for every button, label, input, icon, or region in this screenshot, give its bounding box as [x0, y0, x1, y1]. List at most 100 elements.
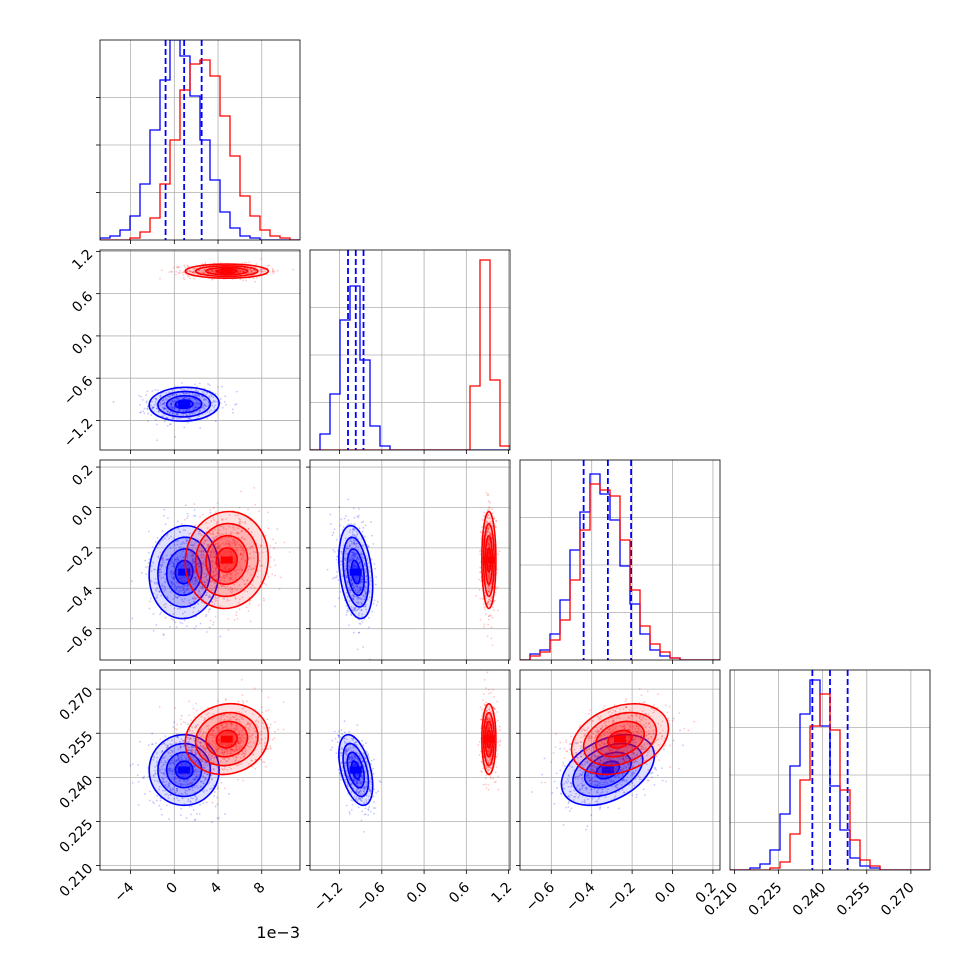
- scatter-point: [224, 395, 227, 398]
- scatter-point: [182, 273, 185, 276]
- scatter-point: [177, 748, 180, 751]
- scatter-point: [177, 736, 180, 739]
- scatter-point: [233, 541, 236, 544]
- scatter-point: [163, 742, 166, 745]
- scatter-point: [194, 411, 196, 414]
- scatter-point: [487, 544, 489, 546]
- scatter-point: [207, 754, 210, 757]
- scatter-point: [357, 579, 360, 581]
- scatter-point: [151, 407, 154, 410]
- scatter-point: [252, 567, 255, 570]
- scatter-point: [239, 269, 242, 272]
- scatter-point: [345, 548, 348, 550]
- scatter-point: [200, 551, 202, 553]
- scatter-point: [228, 553, 230, 556]
- scatter-point: [250, 573, 253, 576]
- scatter-point: [227, 542, 230, 545]
- scatter-point: [179, 586, 181, 589]
- scatter-point: [224, 567, 227, 569]
- scatter-point: [184, 392, 187, 395]
- scatter-point: [155, 581, 158, 584]
- scatter-point: [170, 404, 173, 407]
- scatter-point: [148, 600, 151, 603]
- scatter-point: [226, 563, 229, 566]
- scatter-point: [187, 736, 190, 739]
- scatter-point: [137, 780, 140, 783]
- scatter-point: [176, 735, 179, 738]
- scatter-point: [487, 600, 490, 603]
- scatter-point: [190, 412, 193, 415]
- scatter-point: [149, 597, 152, 600]
- scatter-point: [486, 530, 488, 533]
- scatter-point: [193, 402, 196, 405]
- scatter-point: [352, 541, 355, 544]
- scatter-point: [230, 588, 233, 591]
- scatter-point: [349, 540, 352, 543]
- scatter-point: [354, 607, 357, 610]
- scatter-point: [154, 582, 157, 585]
- scatter-point: [152, 407, 154, 409]
- scatter-point: [352, 543, 355, 545]
- scatter-point: [169, 787, 172, 790]
- scatter-point: [198, 382, 201, 385]
- scatter-point: [162, 398, 165, 401]
- scatter-point: [353, 542, 356, 544]
- scatter-point: [167, 772, 170, 775]
- scatter-point: [170, 535, 172, 538]
- scatter-point: [213, 270, 216, 272]
- scatter-point: [179, 530, 182, 533]
- scatter-point: [356, 585, 359, 588]
- scatter-point: [191, 560, 194, 563]
- scatter-point: [489, 613, 491, 616]
- scatter-point: [177, 783, 180, 785]
- scatter-point: [181, 754, 184, 756]
- scatter-point: [352, 555, 355, 557]
- scatter-point: [152, 592, 155, 595]
- scatter-point: [199, 741, 202, 744]
- scatter-point: [167, 558, 170, 560]
- scatter-point: [345, 576, 348, 579]
- scatter-point: [216, 532, 219, 535]
- scatter-point: [178, 740, 181, 743]
- scatter-point: [190, 270, 193, 273]
- contour-line-1: [205, 266, 249, 276]
- scatter-point: [345, 515, 347, 518]
- y-tick-label-2-4: 0.2: [69, 462, 96, 489]
- scatter-point: [353, 565, 356, 568]
- scatter-point: [157, 555, 159, 558]
- scatter-point: [200, 550, 203, 553]
- scatter-point: [198, 773, 201, 776]
- scatter-point: [348, 545, 351, 547]
- scatter-point: [180, 553, 183, 555]
- scatter-point: [219, 565, 221, 568]
- scatter-point: [488, 544, 491, 547]
- scatter-point: [182, 392, 185, 395]
- scatter-point: [197, 776, 199, 779]
- scatter-point: [350, 551, 353, 553]
- scatter-point: [197, 563, 199, 565]
- scatter-point: [157, 556, 160, 559]
- scatter-point: [365, 581, 368, 584]
- scatter-point: [163, 402, 165, 405]
- scatter-point: [273, 559, 276, 561]
- scatter-point: [234, 759, 237, 762]
- scatter-point: [181, 541, 184, 543]
- scatter-point: [259, 581, 262, 584]
- scatter-point: [252, 269, 255, 272]
- scatter-point: [162, 772, 165, 775]
- scatter-point: [487, 544, 489, 547]
- scatter-point: [172, 578, 175, 581]
- scatter-point: [167, 794, 170, 797]
- scatter-point: [358, 591, 361, 594]
- scatter-point: [269, 723, 272, 726]
- scatter-point: [248, 565, 251, 568]
- scatter-point: [152, 774, 155, 777]
- scatter-point: [173, 763, 176, 766]
- scatter-point: [211, 532, 214, 535]
- scatter-point: [211, 269, 214, 272]
- scatter-point: [192, 611, 195, 613]
- scatter-point: [158, 568, 161, 571]
- scatter-point: [495, 520, 498, 523]
- scatter-point: [158, 767, 161, 770]
- scatter-point: [174, 792, 176, 795]
